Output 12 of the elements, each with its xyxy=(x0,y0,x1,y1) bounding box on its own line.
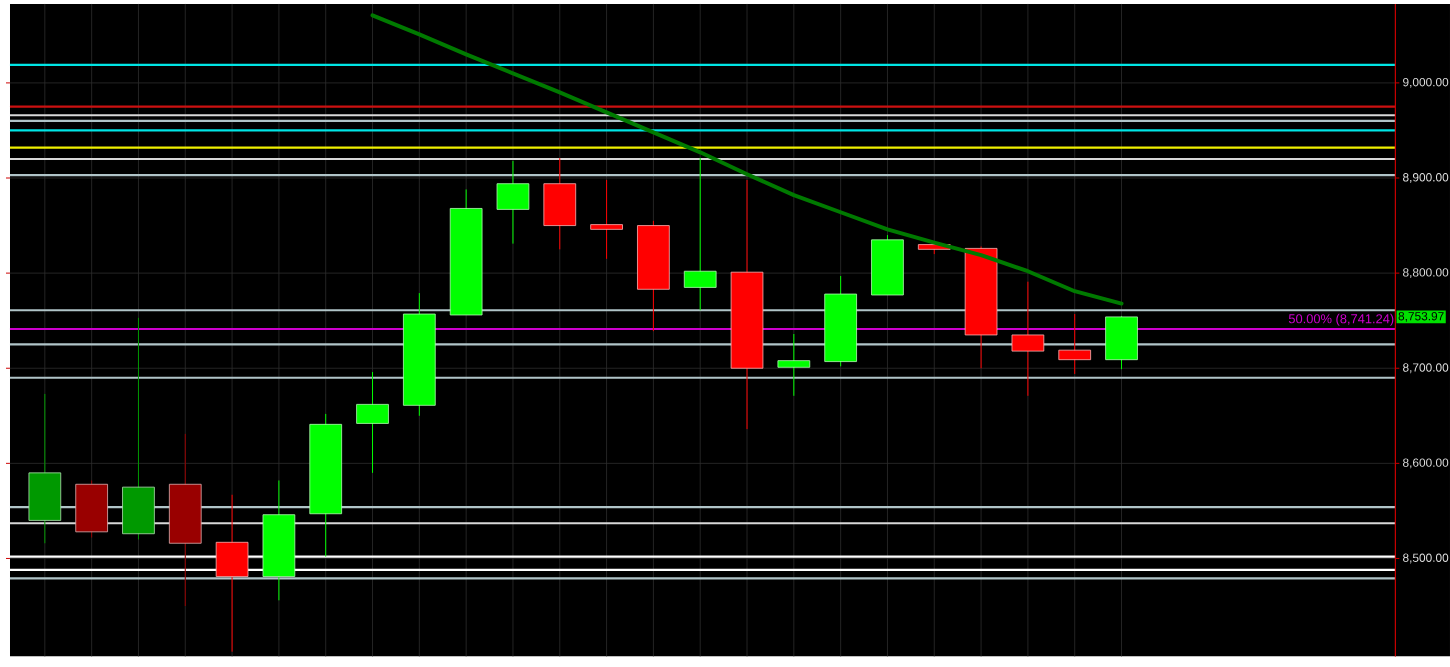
candlestick xyxy=(590,179,623,260)
candlestick xyxy=(777,333,811,397)
candlestick xyxy=(1058,313,1092,375)
y-tick-label: 8,600.00 xyxy=(1403,458,1449,469)
y-tick-label: 8,700.00 xyxy=(1403,363,1449,374)
y-tick-label: 8,800.00 xyxy=(1403,268,1449,278)
y-tick-label: 8,900.00 xyxy=(1403,173,1449,183)
y-tick-label: 9,000.00 xyxy=(1403,77,1449,88)
y-tick-label: 8,500.00 xyxy=(1403,553,1449,564)
ref-line-label: 50.00% (8,741.24) xyxy=(1288,313,1394,326)
text: 8,753.97 xyxy=(1398,311,1444,322)
candlestick xyxy=(683,157,717,311)
